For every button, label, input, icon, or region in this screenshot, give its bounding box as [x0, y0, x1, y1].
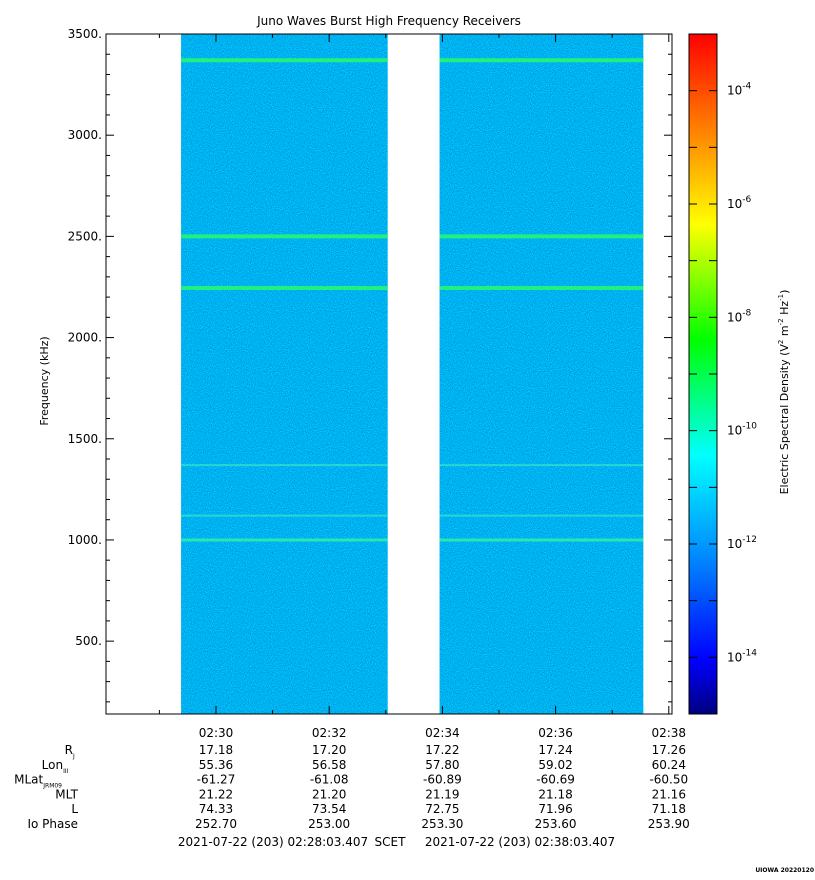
chart-title: Juno Waves Burst High Frequency Receiver…	[256, 14, 521, 28]
colorbar-tick-label: 10-6	[727, 195, 752, 211]
colorbar-tick-label: 10-4	[727, 82, 752, 98]
y-tick-label: 2500.	[68, 229, 102, 243]
time-footer-frame: SCET	[375, 835, 407, 849]
colorbar-tick-label: 10-12	[727, 535, 757, 551]
ephemeris-label: MLT	[55, 787, 78, 801]
ephemeris-value: 59.02	[538, 758, 572, 772]
ephemeris-value: 252.70	[195, 817, 237, 831]
spectrogram-data-layer	[181, 34, 644, 714]
ephemeris-label: MLatJRM09	[14, 773, 62, 790]
time-footer-end: 2021-07-22 (203) 02:38:03.407	[425, 835, 615, 849]
ephemeris-value: 71.96	[538, 802, 572, 816]
data-segment-noise-1	[181, 34, 388, 714]
ephemeris-value: 21.20	[312, 787, 346, 801]
ephemeris-value: -61.08	[310, 773, 349, 787]
ephemeris-value: 17.18	[199, 743, 233, 757]
y-tick-label: 1500.	[68, 432, 102, 446]
ephemeris-value: 73.54	[312, 802, 346, 816]
ephemeris-value: 56.58	[312, 758, 346, 772]
ephemeris-value: 17.20	[312, 743, 346, 757]
ephemeris-value: 60.24	[652, 758, 686, 772]
ephemeris-value: 253.60	[535, 817, 577, 831]
colorbar-tick-label: 10-8	[727, 308, 752, 324]
y-tick-label: 500.	[75, 634, 102, 648]
y-tick-label: 2000.	[68, 331, 102, 345]
x-tick-label: 02:34	[425, 726, 460, 740]
colorbar-ticks: 10-4 10-6 10-8 10-10 10-12 10-14	[689, 33, 757, 715]
ephemeris-value: 72.75	[425, 802, 459, 816]
ephemeris-value: 55.36	[199, 758, 233, 772]
ephemeris-value: 17.26	[652, 743, 686, 757]
x-axis: 02:30 02:32 02:34 02:36 02:38	[158, 34, 686, 740]
ephemeris-value: -60.50	[649, 773, 688, 787]
colorbar-label: Electric Spectral Density (V2 m-2 Hz-1)	[777, 290, 791, 495]
ephemeris-value: 21.18	[538, 787, 572, 801]
ephemeris-value: 17.24	[538, 743, 572, 757]
ephemeris-label: L	[71, 802, 78, 816]
ephemeris-value: 21.16	[652, 787, 686, 801]
ephemeris-label: Io Phase	[27, 817, 78, 831]
ephemeris-label: LonIII	[42, 758, 69, 775]
time-footer-start: 2021-07-22 (203) 02:28:03.407	[178, 835, 368, 849]
ephemeris-value: 21.19	[425, 787, 459, 801]
ephemeris-label: RJ	[65, 743, 75, 760]
ephemeris-value: 74.33	[199, 802, 233, 816]
plot-frame	[105, 33, 673, 715]
x-tick-label: 02:30	[199, 726, 234, 740]
y-tick-label: 3000.	[68, 128, 102, 142]
ephemeris-value: 17.22	[425, 743, 459, 757]
y-tick-label: 1000.	[68, 533, 102, 547]
ephemeris-table: RJ 17.18 17.20 17.22 17.24 17.26 LonIII 55.36 56…	[14, 743, 690, 831]
ephemeris-value: 71.18	[652, 802, 686, 816]
watermark: UIOWA 20220120	[755, 867, 814, 874]
x-tick-label: 02:36	[538, 726, 573, 740]
y-axis-label: Frequency (kHz)	[38, 336, 51, 425]
x-tick-label: 02:32	[312, 726, 347, 740]
data-segment-noise-2	[439, 34, 644, 714]
y-axis: 500. 1000. 1500. 2000. 2500. 3000. 3500.	[68, 27, 672, 703]
ephemeris-value: 21.22	[199, 787, 233, 801]
ephemeris-value: 253.30	[421, 817, 463, 831]
ephemeris-value: -60.69	[536, 773, 575, 787]
colorbar-label-text: Electric Spectral Density (V	[778, 344, 791, 495]
ephemeris-value: 253.00	[308, 817, 350, 831]
x-tick-label: 02:38	[651, 726, 686, 740]
colorbar-tick-label: 10-14	[727, 648, 757, 664]
colorbar-tick-label: 10-10	[727, 422, 757, 438]
ephemeris-value: 253.90	[648, 817, 690, 831]
spectral-lines-layer	[181, 58, 644, 542]
y-tick-label: 3500.	[68, 27, 102, 41]
ephemeris-value: -60.89	[423, 773, 462, 787]
ephemeris-value: 57.80	[425, 758, 459, 772]
ephemeris-value: -61.27	[197, 773, 236, 787]
